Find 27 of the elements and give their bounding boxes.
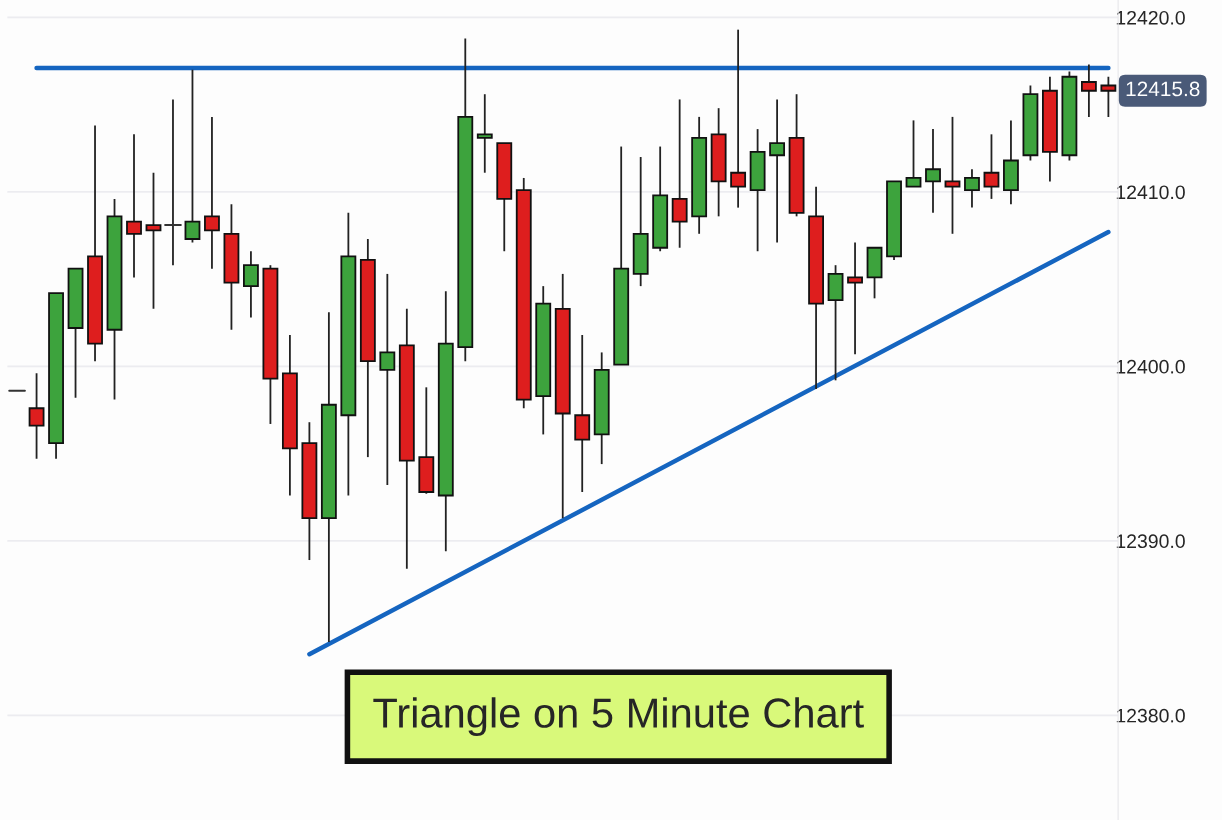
candlestick	[145, 171, 162, 310]
candlestick	[204, 115, 220, 270]
y-tick-label: 12400.0	[1116, 359, 1185, 374]
y-tick-label: 12390.0	[1116, 534, 1185, 549]
candlestick	[164, 98, 182, 267]
candlestick	[1080, 63, 1097, 118]
candlestick	[769, 98, 786, 244]
candlestick	[944, 115, 961, 235]
candlestick	[28, 372, 45, 460]
candlestick	[847, 241, 863, 356]
candlestick	[379, 273, 396, 486]
candlestick	[184, 68, 201, 244]
text: Triangle on 5 Minute Chart	[373, 697, 864, 737]
y-tick-label: 12410.0	[1116, 185, 1185, 200]
candlestick	[243, 250, 259, 319]
candlestick	[964, 168, 980, 209]
text: 12415.8	[1126, 81, 1200, 97]
candlestick	[730, 28, 747, 209]
candlestick	[671, 98, 688, 249]
candlestick	[126, 133, 142, 279]
y-tick-label: 12380.0	[1116, 708, 1185, 723]
candlestick	[905, 119, 922, 188]
candlestick	[1100, 75, 1117, 118]
candlestick	[476, 93, 493, 174]
candlestick	[983, 133, 1000, 200]
y-tick-label: 12420.0	[1116, 10, 1185, 25]
candlestick	[925, 128, 941, 214]
